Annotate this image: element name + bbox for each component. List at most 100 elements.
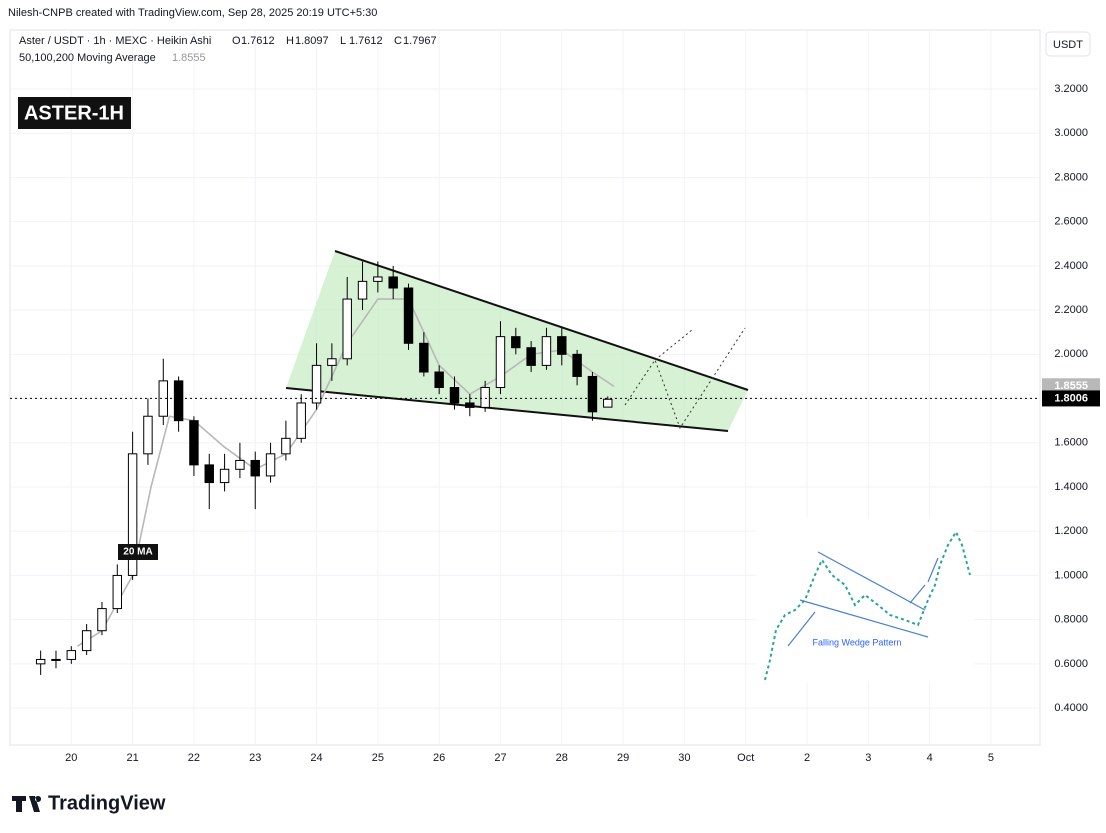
ohlc-key: H [286,35,294,47]
x-tick-label: 2 [804,752,810,764]
ma-legend: 50,100,200 Moving Average [19,52,156,64]
candle-body [81,630,92,652]
candle-body [587,375,598,413]
candle-body [434,371,444,388]
ohlc-value: 1.7967 [403,35,437,47]
inset: Falling Wedge Pattern [756,518,974,682]
inset-arrow [909,584,926,604]
candle-body [281,437,291,455]
x-tick-label: 26 [433,752,445,764]
candle-body [388,276,398,289]
last-price-tag [1042,390,1100,407]
y-tick-label: 0.8000 [1054,614,1088,626]
candle-body [403,287,414,344]
x-tick-label: 27 [494,752,506,764]
candle-body [480,387,490,408]
candle-body [127,453,138,576]
candle-body [511,336,521,349]
candle-body [158,380,168,417]
candle-body [327,358,337,366]
x-tick-label: 5 [988,752,994,764]
ohlc-value: 1.7612 [349,35,383,47]
candle-body [357,280,368,300]
y-tick-label: 1.4000 [1054,481,1088,493]
inset-wedge [799,599,929,638]
candle-body [342,298,352,360]
x-tick-label: Oct [737,752,754,764]
wedge-lower [285,387,729,432]
candle-body [173,380,184,422]
x-tick-label: 23 [249,752,261,764]
y-tick-label: 3.2000 [1054,83,1088,95]
plot-frame [9,29,1041,746]
x-tick-label: 30 [678,752,690,764]
symbol: Aster / USDT · 1h · MEXC · Heikin Ashi [19,35,211,47]
y-tick-label: 1.0000 [1054,569,1088,581]
y-tick-label: 2.4000 [1054,260,1088,272]
x-tick-label: 4 [927,752,933,764]
candle-body [449,387,460,404]
ohlc-value: 1.8097 [295,35,329,47]
candle-body [66,650,77,660]
wedge-upper [334,250,749,391]
ohlc-key: L [340,35,346,47]
projection-path [624,327,746,430]
y-tick-label: 2.8000 [1054,171,1088,183]
candle-body [311,364,322,404]
x-tick-label: 21 [126,752,138,764]
x-tick-label: 24 [310,752,322,764]
candle-body [265,453,276,477]
brand-logo [12,796,42,812]
candle-body [465,402,475,408]
currency-button[interactable] [1045,31,1091,57]
badge-bg [18,97,131,129]
y-tick-label: 3.0000 [1054,127,1088,139]
brand: TradingView [48,792,166,814]
x-tick-label: 28 [556,752,568,764]
candle-body [541,336,552,366]
x-tick-label: 20 [65,752,77,764]
candle-body [603,398,613,408]
inset-wedge [817,551,926,611]
candle-body [572,353,582,377]
candle-body [51,658,61,661]
candle-body [219,468,230,484]
ohlc-key: C [394,35,402,47]
candle-body [35,658,46,665]
ma-legend-value: 1.8555 [172,52,206,64]
candle-body [250,459,260,477]
inset-bg [756,518,974,682]
x-tick-label: 29 [617,752,629,764]
y-tick-label: 2.0000 [1054,348,1088,360]
y-tick-label: 0.6000 [1054,658,1088,670]
y-tick-label: 2.6000 [1054,216,1088,228]
candle-body [526,347,536,366]
candle-body [204,464,214,484]
badge: ASTER-1H [24,102,124,124]
candle-body [235,459,245,470]
ma-tag-bg [118,544,158,560]
credit: Nilesh-CNPB created with TradingView.com… [8,7,377,19]
ma-price-label: 1.8555 [1054,380,1088,392]
x-tick-label: 3 [865,752,871,764]
ohlc-key: O [232,35,241,47]
candle-body [419,342,429,373]
inset-arrow [927,557,939,583]
ma-tag: 20 MA [123,547,152,558]
candle-body [112,574,123,610]
y-tick-label: 1.6000 [1054,437,1088,449]
x-tick-label: 22 [188,752,200,764]
y-tick-label: 0.4000 [1054,702,1088,714]
y-tick-label: 1.2000 [1054,525,1088,537]
candle-body [189,420,199,466]
currency[interactable]: USDT [1053,39,1083,51]
inset-label: Falling Wedge Pattern [813,637,902,647]
ma-price-tag [1042,378,1100,395]
candle-body [495,336,506,388]
y-tick-label: 2.2000 [1054,304,1088,316]
x-tick-label: 25 [372,752,384,764]
last-price-label: 1.8006 [1054,392,1088,404]
candle-body [97,608,107,632]
